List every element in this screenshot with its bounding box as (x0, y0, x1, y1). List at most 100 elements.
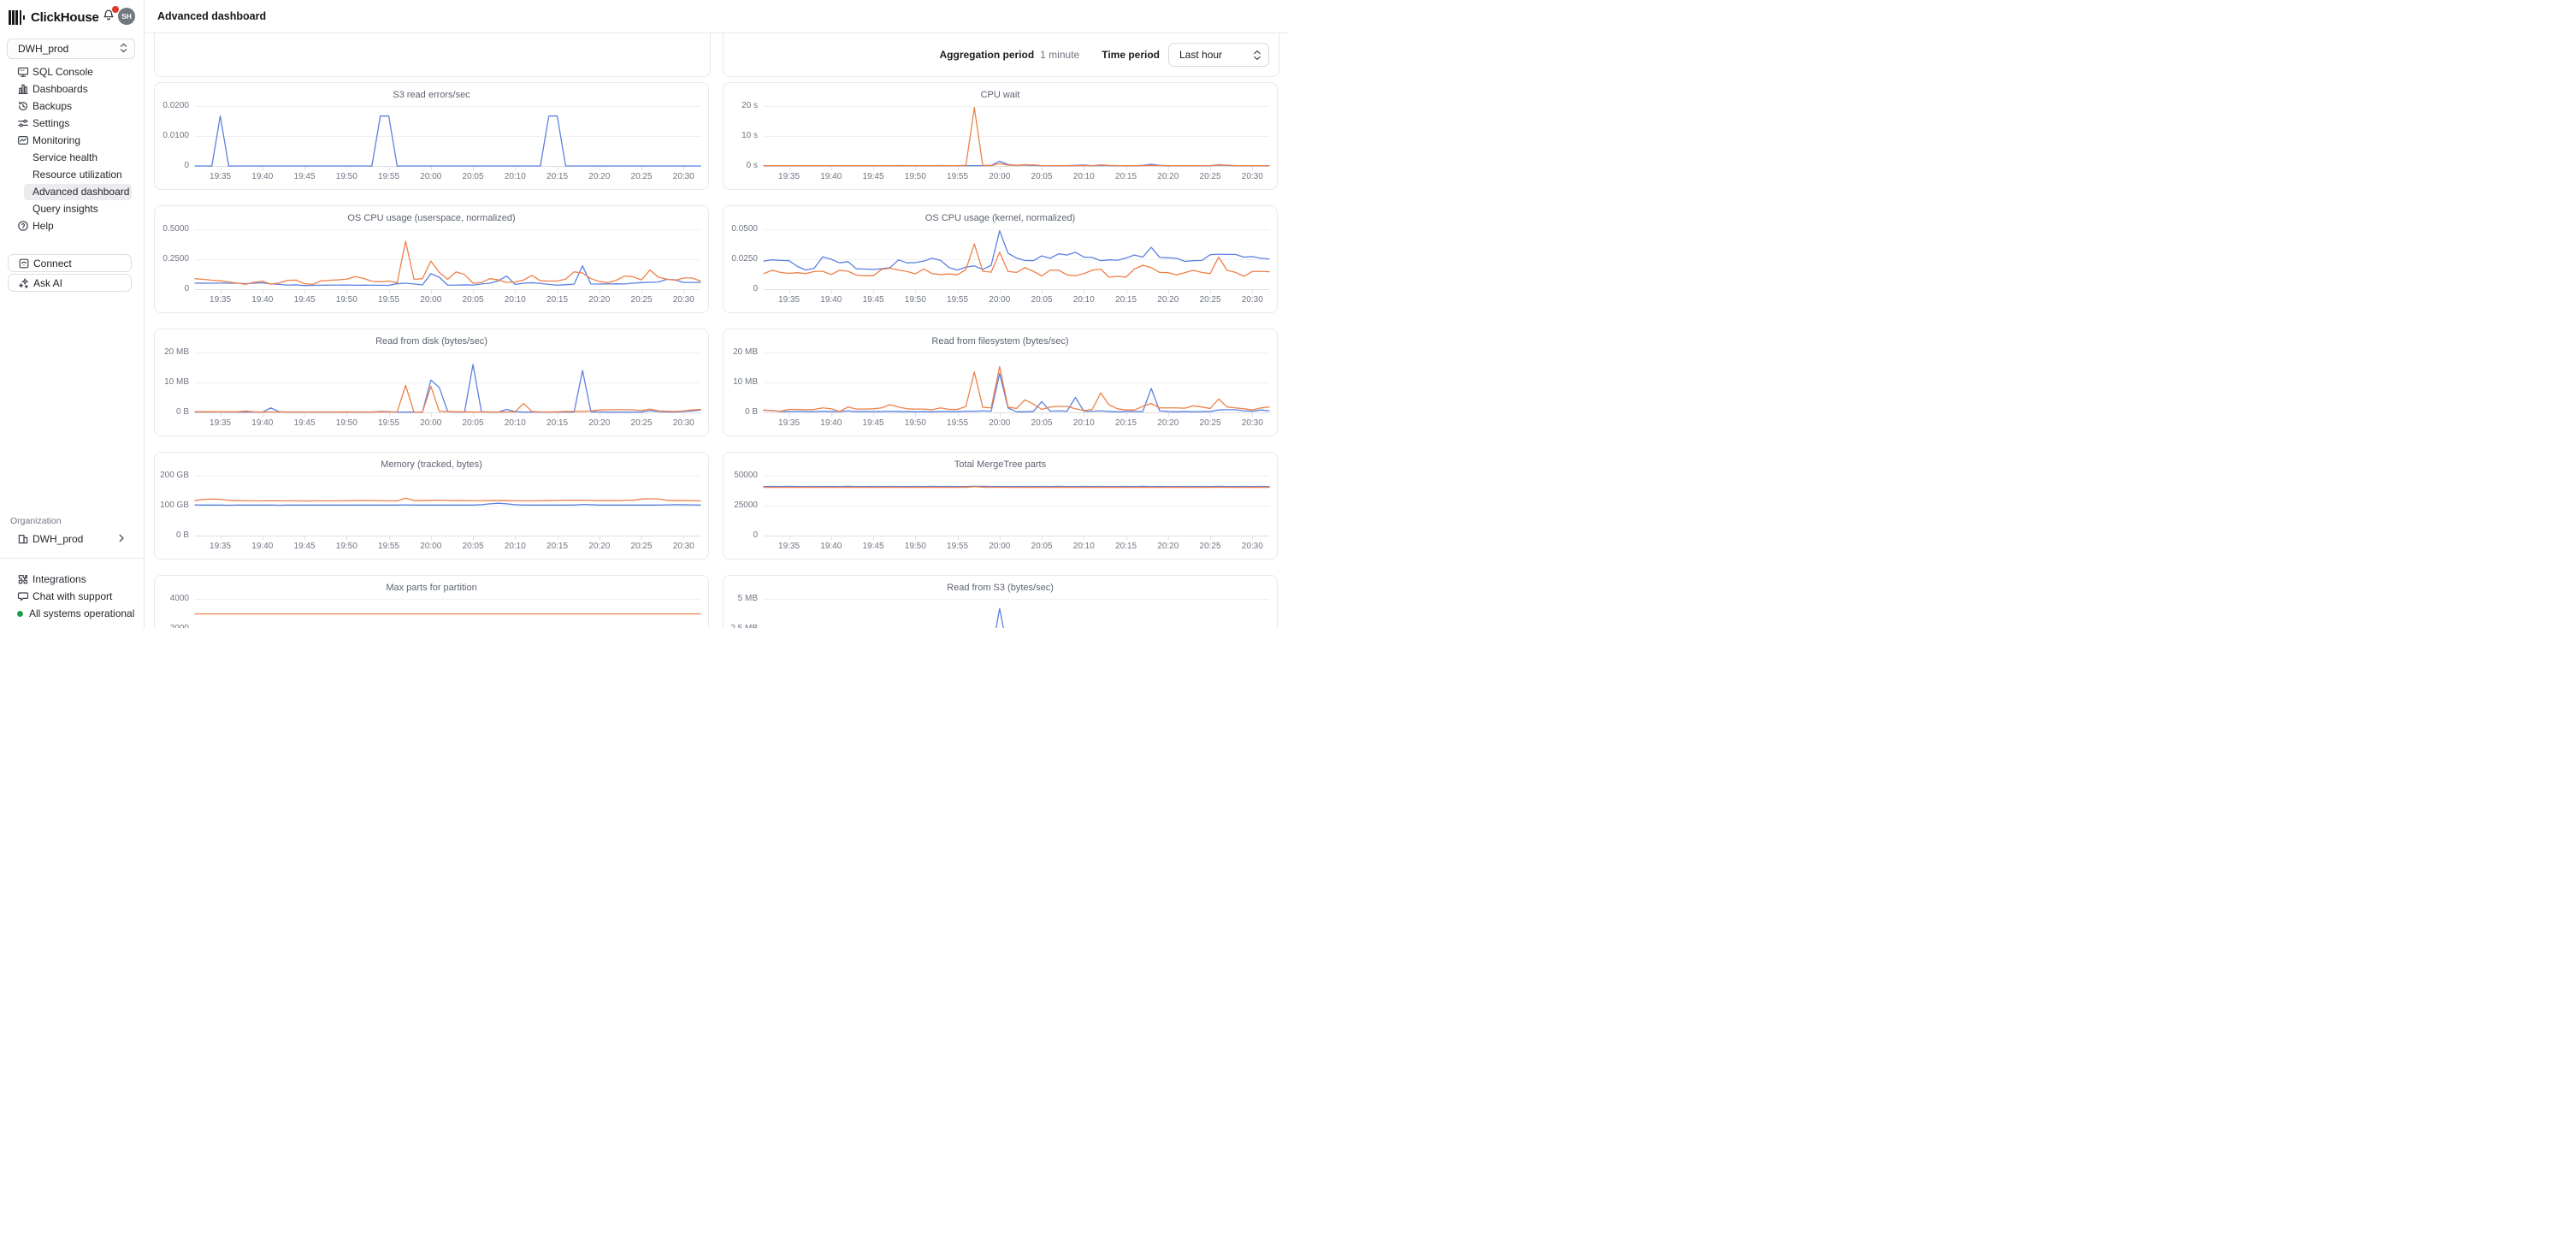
y-gridline (195, 412, 700, 413)
sidebar-item-resource-utilization[interactable]: Resource utilization (0, 166, 144, 183)
chart-title: Read from S3 (bytes/sec) (947, 583, 1054, 593)
x-axis-label: 20:30 (1241, 418, 1263, 428)
series-line-blue (195, 364, 700, 412)
time-period-select[interactable]: Last hour (1168, 43, 1269, 67)
x-axis-label: 20:00 (420, 542, 442, 551)
sidebar-item-backups[interactable]: Backups (0, 98, 144, 115)
x-tick-mark (641, 290, 643, 293)
organization-item[interactable]: DWH_prod (0, 530, 144, 548)
chart-title: Memory (tracked, bytes) (381, 459, 482, 470)
time-period-label: Time period (1102, 49, 1160, 61)
y-gridline (764, 259, 1269, 260)
chart-card-cpu-wait[interactable]: CPU wait 0 s 10 s 20 s 19:35 19:40 19:45 19:50 1… (723, 82, 1278, 190)
chart-plot (195, 229, 700, 289)
x-tick-mark (1252, 290, 1254, 293)
x-tick-mark (346, 413, 348, 417)
sidebar-item-service-health[interactable]: Service health (0, 149, 144, 166)
chart-card-read-from-s3[interactable]: Read from S3 (bytes/sec)0 B2.5 MB5 MB19:… (723, 575, 1278, 628)
bell-icon (102, 9, 117, 23)
x-tick-mark (957, 290, 959, 293)
y-gridline (195, 506, 700, 507)
sidebar-item-query-insights[interactable]: Query insights (0, 200, 144, 217)
y-gridline (764, 506, 1269, 507)
x-tick-mark (873, 290, 875, 293)
x-tick-mark (873, 167, 875, 170)
chart-plot (195, 476, 700, 536)
y-axis-label: 0.0200 (162, 101, 189, 110)
chart-card-read-from-filesystem[interactable]: Read from filesystem (bytes/sec) 0 B 10 MB… (723, 329, 1278, 436)
chart-card-os-cpu-kernel[interactable]: OS CPU usage (kernel, normalized) 0 0.0250… (723, 205, 1278, 313)
chart-card-os-cpu-userspace[interactable]: OS CPU usage (userspace, normalized) 0 0.2… (154, 205, 709, 313)
x-axis-label: 20:05 (462, 418, 484, 428)
sidebar-item-settings[interactable]: Settings (0, 115, 144, 132)
x-axis-label: 19:45 (862, 542, 884, 551)
x-tick-mark (388, 167, 390, 170)
chart-plot (764, 599, 1269, 628)
chart-plot (764, 106, 1269, 166)
ask-ai-button[interactable]: Ask AI (8, 274, 132, 292)
notifications-button[interactable] (102, 6, 119, 24)
sidebar-item-monitoring[interactable]: Monitoring (0, 132, 144, 149)
clickhouse-logo[interactable]: ClickHouse (9, 7, 99, 27)
chart-card-max-parts-for-partition[interactable]: Max parts for partition02000400019:3519:… (154, 575, 709, 628)
x-axis-label: 19:50 (904, 542, 926, 551)
x-axis-label: 19:35 (778, 295, 801, 305)
series-line-blue (764, 374, 1269, 412)
service-selector[interactable]: DWH_prod (7, 39, 135, 59)
y-gridline (195, 382, 700, 383)
chart-title: Total MergeTree parts (954, 459, 1047, 470)
chart-plot (764, 229, 1269, 289)
page-title: Advanced dashboard (157, 10, 267, 22)
chart-card-memory-tracked[interactable]: Memory (tracked, bytes) 0 B 100 GB 200 GB 19… (154, 452, 709, 560)
x-tick-mark (1252, 413, 1254, 417)
series-line-orange (195, 386, 700, 412)
partial-chart-card-left[interactable] (154, 33, 711, 77)
connect-button[interactable]: Connect (8, 254, 132, 272)
x-axis-label: 20:05 (1031, 542, 1053, 551)
x-axis-label: 19:35 (210, 418, 232, 428)
avatar[interactable]: SH (118, 8, 135, 25)
x-tick-mark (346, 167, 348, 170)
dashboard-toolbar: Aggregation period 1 minute Time period … (931, 43, 1269, 67)
sidebar-item-advanced-dashboard[interactable]: Advanced dashboard (0, 183, 144, 200)
x-axis-label: 19:40 (820, 418, 842, 428)
sidebar-item-sql-console[interactable]: SQL Console (0, 63, 144, 80)
x-axis-label: 20:30 (672, 542, 694, 551)
brand-name: ClickHouse (30, 9, 99, 25)
status-green-dot-icon (17, 610, 23, 617)
x-axis-label: 19:50 (335, 418, 357, 428)
x-axis-label: 20:05 (1031, 172, 1053, 181)
x-axis-label: 20:20 (588, 295, 611, 305)
chat-with-support-item[interactable]: Chat with support (0, 588, 144, 605)
sql-console-icon (17, 66, 29, 78)
x-axis-label: 20:00 (420, 172, 442, 181)
x-tick-mark (430, 167, 432, 170)
integrations-item[interactable]: Integrations (0, 571, 144, 588)
x-axis-label: 20:10 (504, 418, 526, 428)
sidebar-item-help[interactable]: Help (0, 217, 144, 234)
x-tick-mark (1252, 167, 1254, 170)
sidebar-divider (0, 558, 144, 559)
x-axis-label: 20:10 (504, 295, 526, 305)
x-tick-mark (1167, 290, 1169, 293)
y-axis-label: 0.0500 (731, 224, 758, 234)
sidebar-item-dashboards[interactable]: Dashboards (0, 80, 144, 98)
x-tick-mark (515, 290, 517, 293)
chart-card-s3-read-errors[interactable]: S3 read errors/sec 0 0.0100 0.0200 19:35 19:4… (154, 82, 709, 190)
x-tick-mark (1210, 290, 1212, 293)
x-axis-label: 20:15 (1115, 542, 1137, 551)
service-selector-value: DWH_prod (18, 43, 69, 55)
chart-title: Read from filesystem (bytes/sec) (931, 336, 1069, 347)
x-tick-mark (473, 536, 475, 540)
system-status-item[interactable]: All systems operational (0, 605, 144, 622)
chart-card-read-from-disk[interactable]: Read from disk (bytes/sec) 0 B 10 MB 20 MB 1… (154, 329, 709, 436)
series-line-orange (764, 108, 1269, 166)
y-axis-label: 20 s (741, 101, 758, 110)
x-tick-mark (388, 290, 390, 293)
x-tick-mark (1126, 290, 1127, 293)
y-axis-label: 0 B (744, 407, 758, 417)
x-axis-label: 19:40 (820, 295, 842, 305)
chart-card-total-mergetree-parts[interactable]: Total MergeTree parts 0 25000 50000 19:35 19:… (723, 452, 1278, 560)
x-axis-label: 20:20 (1157, 172, 1179, 181)
chart-plot (764, 476, 1269, 536)
